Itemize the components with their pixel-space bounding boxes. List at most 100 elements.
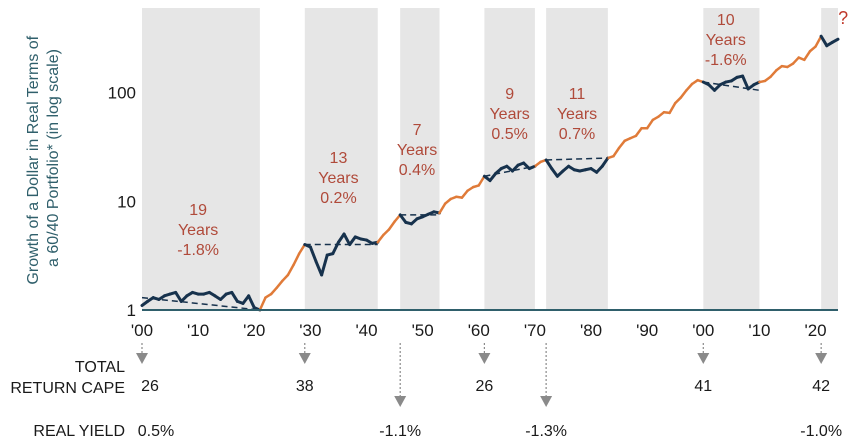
series-segment-flat xyxy=(320,253,329,277)
series-lines xyxy=(140,34,840,312)
series-segment-rising xyxy=(438,202,447,215)
y-axis: Growth of a Dollar in Real Terms of a 60… xyxy=(25,35,62,284)
period-years: 11 xyxy=(569,86,586,103)
series-segment-rising xyxy=(645,118,655,130)
real-yield-value: -1.3% xyxy=(525,423,567,440)
series-segment-flat xyxy=(830,37,840,44)
series-segment-rising xyxy=(673,96,683,105)
real-yield-marker-arrowhead xyxy=(394,396,407,407)
x-tick-label: '70 xyxy=(524,321,546,340)
period-years-label: Years xyxy=(178,222,218,239)
series-segment-rising xyxy=(460,189,469,199)
cape-marker-arrowhead xyxy=(298,353,311,364)
real-yield-values: 0.5% -1.1% -1.3% -1.0% xyxy=(138,423,842,440)
series-segment-rising xyxy=(814,34,823,48)
period-years-label: Years xyxy=(489,106,529,123)
series-segment-rising xyxy=(376,233,385,244)
series-segment-rising xyxy=(297,243,307,255)
cape-value: 26 xyxy=(475,378,493,395)
shade-period-2 xyxy=(400,8,440,310)
series-segment-flat xyxy=(600,156,610,168)
cape-marker-arrowhead xyxy=(136,353,148,364)
cape-value: 42 xyxy=(812,378,830,395)
y-axis-label-line-1: Growth of a Dollar in Real Terms of xyxy=(25,35,42,284)
series-segment-rising xyxy=(803,50,812,62)
period-return: 0.4% xyxy=(399,162,435,179)
cape-marker-arrowhead xyxy=(478,353,491,364)
x-tick-label: '10 xyxy=(187,321,209,340)
series-segment-flat xyxy=(819,34,829,48)
period-years-label: Years xyxy=(397,142,437,159)
x-tick-label: '20 xyxy=(243,321,265,340)
x-tick-label: '40 xyxy=(355,321,377,340)
shade-period-3 xyxy=(484,8,535,310)
x-tick-label: '60 xyxy=(468,321,490,340)
period-markers xyxy=(136,343,828,407)
series-segment-rising xyxy=(382,228,391,237)
series-segment-flat xyxy=(174,290,183,303)
period-annotations: 19 Years -1.8% 13 Years 0.2% 7 Years 0.4% 9 Years 0… xyxy=(177,8,848,259)
series-segment-flat xyxy=(544,158,554,171)
series-segment-rising xyxy=(477,174,486,187)
cape-label-line1: TOTAL xyxy=(75,359,125,376)
period-return: 0.5% xyxy=(491,126,527,143)
series-segment-rising xyxy=(258,296,267,312)
x-tick-label: '30 xyxy=(299,321,321,340)
period-years-label: Years xyxy=(318,170,358,187)
trend-line-3 xyxy=(484,165,536,177)
real-yield-value: 0.5% xyxy=(138,423,174,440)
x-tick-label: '50 xyxy=(412,321,434,340)
series-segment-flat xyxy=(342,232,352,247)
real-yield-marker-arrowhead xyxy=(540,396,553,407)
real-yield-value: -1.1% xyxy=(379,423,421,440)
period-years: 10 xyxy=(717,12,735,29)
series-segment-flat xyxy=(247,294,256,310)
period-years: 7 xyxy=(413,122,422,139)
period-years: 9 xyxy=(505,86,514,103)
cape-marker-arrowhead xyxy=(815,353,828,364)
shade-period-6 xyxy=(821,8,838,310)
x-tick-label: '00 xyxy=(131,321,153,340)
real-yield-value: -1.0% xyxy=(800,423,842,440)
period-return: 0.2% xyxy=(320,190,356,207)
series-segment-rising xyxy=(769,69,778,78)
shade-period-5 xyxy=(703,8,760,310)
series-segment-rising xyxy=(679,89,688,99)
cape-value: 41 xyxy=(694,378,712,395)
x-tick-label: '00 xyxy=(692,321,714,340)
x-tick-label: '80 xyxy=(580,321,602,340)
cape-marker-arrowhead xyxy=(697,353,710,364)
series-segment-flat xyxy=(398,213,408,224)
y-tick-label: 10 xyxy=(117,192,136,211)
series-segment-rising xyxy=(791,56,800,65)
series-segment-rising xyxy=(612,146,621,158)
series-segment-rising xyxy=(617,139,626,150)
series-segment-rising xyxy=(668,101,677,115)
series-segment-flat xyxy=(348,235,357,247)
y-tick-labels: 1 10 100 xyxy=(108,84,136,320)
series-segment-rising xyxy=(281,273,290,283)
series-segment-flat xyxy=(741,74,750,91)
cape-values: 26 38 26 41 42 xyxy=(141,378,830,395)
period-return-unknown: ? xyxy=(838,8,848,28)
trend-lines xyxy=(141,81,760,311)
series-segment-rising xyxy=(286,263,295,277)
series-segment-flat xyxy=(550,167,559,178)
cape-label-line2: RETURN CAPE xyxy=(10,380,125,397)
period-years-label: Years xyxy=(557,106,597,123)
series-segment-rising xyxy=(634,126,643,138)
series-segment-rising xyxy=(275,279,284,290)
y-axis-label-line-2: a 60/40 Portfolio* (in log scale) xyxy=(45,49,62,267)
series-segment-rising xyxy=(387,220,396,231)
series-segment-rising xyxy=(292,252,301,267)
period-years: 13 xyxy=(330,150,348,167)
x-tick-label: '10 xyxy=(748,321,770,340)
period-return: -1.8% xyxy=(177,242,219,259)
y-tick-label: 1 xyxy=(127,301,136,320)
cape-value: 26 xyxy=(141,378,159,395)
x-tick-labels: '00 '10 '20 '30 '40 '50 '60 '70 '80 '90 '00 '10 '20 xyxy=(131,321,827,340)
real-yield-label: REAL YIELD xyxy=(33,423,125,440)
period-years: 19 xyxy=(189,202,207,219)
x-tick-label: '90 xyxy=(636,321,658,340)
